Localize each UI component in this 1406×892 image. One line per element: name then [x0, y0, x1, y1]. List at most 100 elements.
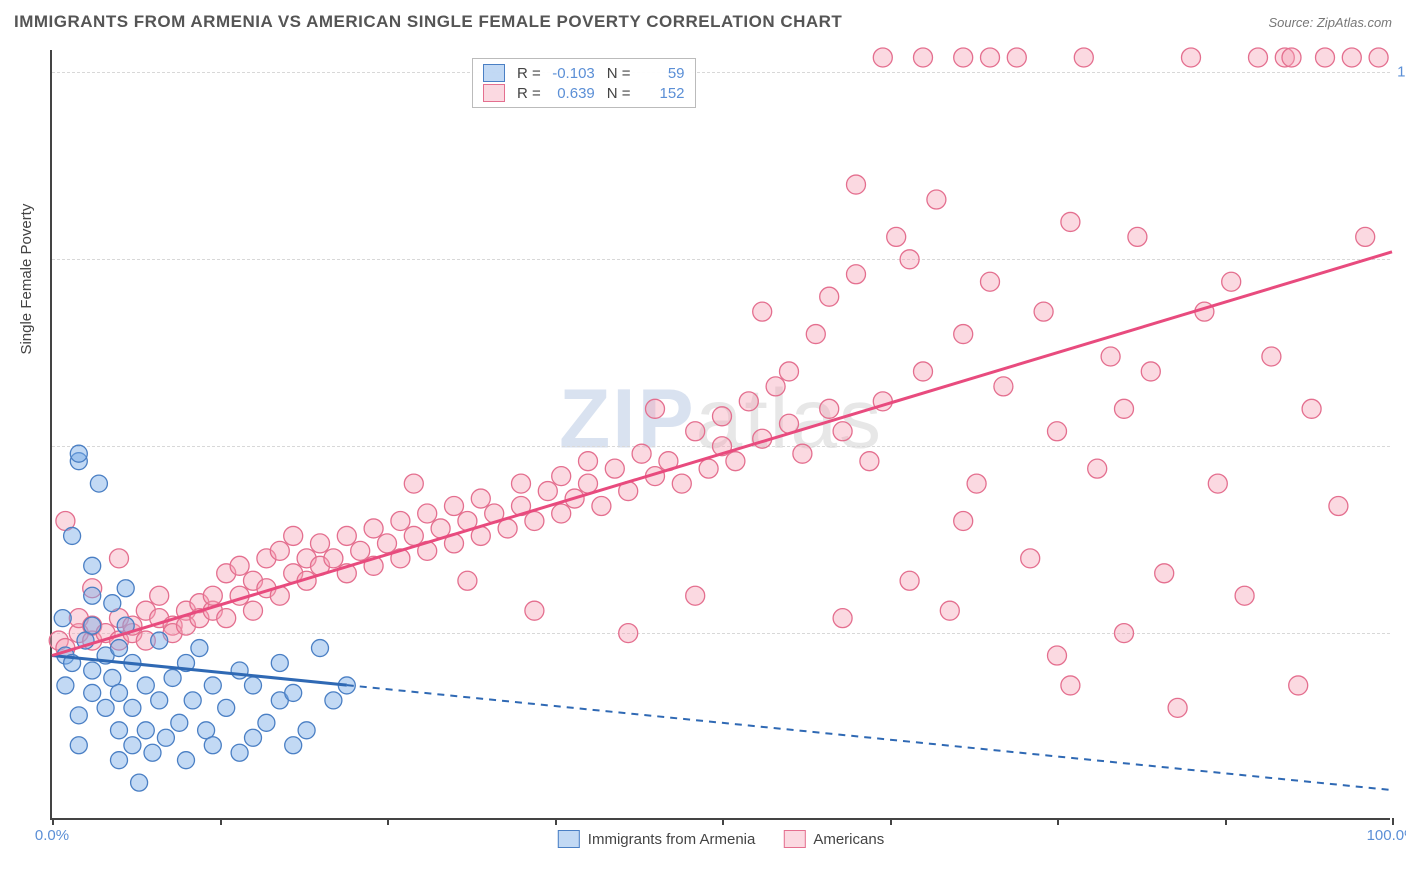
scatter-point-blue	[97, 699, 114, 716]
y-tick-label: 100.0%	[1397, 64, 1406, 81]
r-value-blue: -0.103	[549, 65, 595, 82]
scatter-point-blue	[151, 632, 168, 649]
scatter-point-pink	[404, 526, 423, 545]
scatter-point-pink	[217, 609, 236, 628]
scatter-point-pink	[1302, 399, 1321, 418]
scatter-point-blue	[298, 722, 315, 739]
scatter-point-pink	[1115, 624, 1134, 643]
scatter-point-blue	[124, 737, 141, 754]
scatter-point-blue	[64, 527, 81, 544]
legend-stats-row-pink: R = 0.639 N = 152	[483, 83, 685, 103]
scatter-point-pink	[1115, 399, 1134, 418]
trend-line-blue-dashed	[347, 685, 1392, 790]
r-value-pink: 0.639	[549, 85, 595, 102]
scatter-point-blue	[285, 684, 302, 701]
scatter-point-pink	[994, 377, 1013, 396]
scatter-point-pink	[887, 227, 906, 246]
scatter-point-pink	[1249, 48, 1268, 67]
scatter-point-blue	[157, 729, 174, 746]
scatter-point-blue	[70, 737, 87, 754]
scatter-point-pink	[686, 422, 705, 441]
scatter-point-blue	[218, 699, 235, 716]
scatter-point-pink	[1155, 564, 1174, 583]
scatter-point-pink	[1061, 676, 1080, 695]
scatter-point-pink	[378, 534, 397, 553]
scatter-point-pink	[311, 534, 330, 553]
scatter-point-blue	[231, 744, 248, 761]
scatter-point-blue	[124, 699, 141, 716]
scatter-point-pink	[900, 250, 919, 269]
scatter-point-pink	[1342, 48, 1361, 67]
scatter-point-pink	[793, 444, 812, 463]
scatter-point-pink	[914, 48, 933, 67]
scatter-point-pink	[954, 511, 973, 530]
scatter-point-pink	[203, 586, 222, 605]
legend-series-box: Immigrants from Armenia Americans	[558, 830, 884, 848]
scatter-point-blue	[84, 617, 101, 634]
scatter-point-pink	[1061, 212, 1080, 231]
scatter-svg	[52, 50, 1390, 818]
plot-area: ZIPatlas 25.0%50.0%75.0%100.0%0.0%100.0%…	[50, 50, 1390, 820]
scatter-point-blue	[245, 677, 262, 694]
scatter-point-pink	[927, 190, 946, 209]
scatter-point-pink	[753, 302, 772, 321]
x-tick-mark	[722, 818, 724, 825]
scatter-point-pink	[324, 549, 343, 568]
scatter-point-pink	[1289, 676, 1308, 695]
scatter-point-pink	[914, 362, 933, 381]
scatter-point-blue	[204, 677, 221, 694]
scatter-point-pink	[579, 474, 598, 493]
y-axis-label: Single Female Poverty	[18, 204, 35, 355]
chart-header: IMMIGRANTS FROM ARMENIA VS AMERICAN SING…	[14, 12, 1392, 32]
scatter-point-blue	[178, 752, 195, 769]
x-tick-mark	[220, 818, 222, 825]
scatter-point-pink	[150, 586, 169, 605]
scatter-point-pink	[873, 48, 892, 67]
scatter-point-pink	[1222, 272, 1241, 291]
x-tick-mark	[890, 818, 892, 825]
scatter-point-blue	[258, 714, 275, 731]
x-tick-mark	[555, 818, 557, 825]
scatter-point-pink	[847, 175, 866, 194]
scatter-point-pink	[592, 497, 611, 516]
scatter-point-blue	[171, 714, 188, 731]
scatter-point-blue	[70, 445, 87, 462]
scatter-point-pink	[538, 482, 557, 501]
legend-swatch-pink-icon	[783, 830, 805, 848]
scatter-point-blue	[285, 737, 302, 754]
scatter-point-pink	[820, 287, 839, 306]
legend-swatch-pink-icon	[483, 84, 505, 102]
scatter-point-pink	[646, 399, 665, 418]
legend-label-pink: Americans	[813, 831, 884, 848]
scatter-point-blue	[111, 684, 128, 701]
scatter-point-pink	[1034, 302, 1053, 321]
scatter-point-pink	[1088, 459, 1107, 478]
scatter-point-pink	[1101, 347, 1120, 366]
n-label: N =	[607, 85, 631, 102]
scatter-point-pink	[1282, 48, 1301, 67]
scatter-point-pink	[1329, 497, 1348, 516]
x-tick-mark	[387, 818, 389, 825]
scatter-point-pink	[364, 519, 383, 538]
scatter-point-blue	[184, 692, 201, 709]
scatter-point-pink	[954, 48, 973, 67]
legend-item-blue: Immigrants from Armenia	[558, 830, 756, 848]
scatter-point-blue	[104, 595, 121, 612]
scatter-point-blue	[312, 640, 329, 657]
scatter-point-pink	[713, 407, 732, 426]
r-label: R =	[517, 65, 541, 82]
chart-source: Source: ZipAtlas.com	[1268, 15, 1392, 30]
scatter-point-pink	[1168, 698, 1187, 717]
legend-swatch-blue-icon	[483, 64, 505, 82]
scatter-point-pink	[1208, 474, 1227, 493]
scatter-point-blue	[84, 662, 101, 679]
scatter-point-pink	[110, 549, 129, 568]
x-tick-mark	[1392, 818, 1394, 825]
scatter-point-pink	[1369, 48, 1388, 67]
scatter-point-pink	[860, 452, 879, 471]
scatter-point-pink	[445, 497, 464, 516]
legend-stats-row-blue: R = -0.103 N = 59	[483, 63, 685, 83]
scatter-point-pink	[1128, 227, 1147, 246]
scatter-point-blue	[245, 729, 262, 746]
scatter-point-pink	[619, 624, 638, 643]
